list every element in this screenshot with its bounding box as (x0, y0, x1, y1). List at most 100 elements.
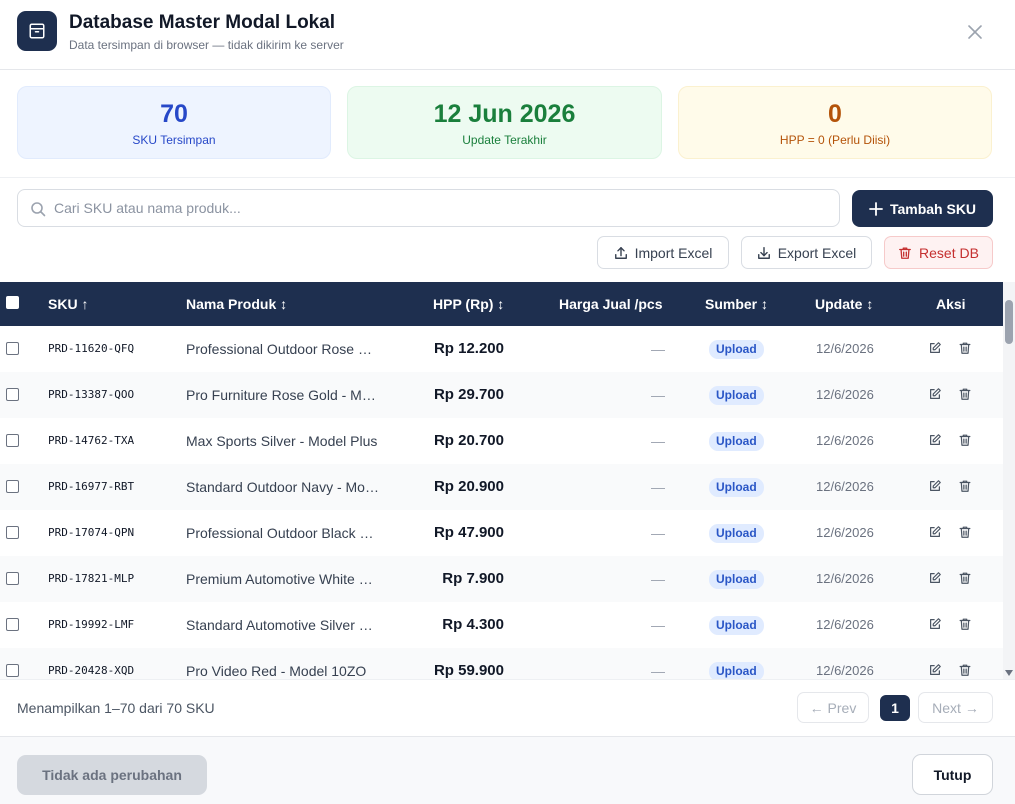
archive-icon (17, 11, 57, 51)
current-page-button[interactable]: 1 (880, 695, 910, 721)
table-row: PRD-19992-LMF Standard Automotive Silver … (0, 602, 1003, 648)
trash-icon[interactable] (958, 663, 974, 679)
upload-icon (614, 246, 627, 259)
reset-db-button[interactable]: Reset DB (884, 236, 993, 269)
trash-icon[interactable] (958, 387, 974, 403)
trash-icon[interactable] (958, 341, 974, 357)
row-checkbox[interactable] (6, 526, 19, 539)
stats-section: 70 SKU Tersimpan 12 Jun 2026 Update Tera… (0, 70, 1015, 178)
table-row: PRD-16977-RBT Standard Outdoor Navy - Mod… (0, 464, 1003, 510)
column-header-sku[interactable]: SKU ↑ (48, 296, 89, 312)
table-row: PRD-14762-TXA Max Sports Silver - Model P… (0, 418, 1003, 464)
row-checkbox[interactable] (6, 342, 19, 355)
update-date-cell: 12/6/2026 (816, 663, 874, 678)
close-button[interactable]: Tutup (912, 754, 993, 795)
table-header: SKU ↑ Nama Produk ↕ HPP (Rp) ↕ Harga Jua… (0, 282, 1003, 326)
modal-subtitle: Data tersimpan di browser — tidak dikiri… (69, 38, 344, 52)
source-badge: Upload (709, 524, 764, 543)
hpp-cell: Rp 47.900 (433, 524, 504, 541)
edit-icon[interactable] (928, 387, 944, 403)
sku-cell: PRD-17074-QPN (48, 526, 135, 539)
harga-jual-cell: — (651, 525, 665, 541)
harga-jual-cell: — (651, 433, 665, 449)
sku-cell: PRD-11620-QFQ (48, 342, 135, 355)
table-row: PRD-17821-MLP Premium Automotive White Ed… (0, 556, 1003, 602)
row-checkbox[interactable] (6, 572, 19, 585)
table-row: PRD-17074-QPN Professional Outdoor Black … (0, 510, 1003, 556)
stat-card-sku-count: 70 SKU Tersimpan (17, 86, 331, 159)
source-badge: Upload (709, 386, 764, 405)
trash-icon[interactable] (958, 571, 974, 587)
edit-icon[interactable] (928, 341, 944, 357)
stat-card-last-update: 12 Jun 2026 Update Terakhir (347, 86, 662, 159)
add-sku-button[interactable]: Tambah SKU (852, 190, 993, 227)
harga-jual-cell: — (651, 479, 665, 495)
row-checkbox[interactable] (6, 388, 19, 401)
next-page-button[interactable]: Next → (918, 692, 993, 723)
row-checkbox[interactable] (6, 434, 19, 447)
hpp-cell: Rp 59.900 (433, 662, 504, 679)
column-header-actions: Aksi (936, 296, 966, 312)
edit-icon[interactable] (928, 433, 944, 449)
edit-icon[interactable] (928, 479, 944, 495)
product-name-cell: Premium Automotive White Edition (186, 571, 380, 587)
column-header-source[interactable]: Sumber ↕ (705, 296, 769, 312)
export-excel-button[interactable]: Export Excel (741, 236, 872, 269)
sku-cell: PRD-17821-MLP (48, 572, 135, 585)
column-header-name[interactable]: Nama Produk ↕ (186, 296, 288, 312)
reset-db-label: Reset DB (919, 244, 979, 261)
row-checkbox[interactable] (6, 480, 19, 493)
scrollbar-thumb[interactable] (1005, 300, 1013, 344)
product-name-cell: Professional Outdoor Black Edition (186, 525, 380, 541)
save-changes-button[interactable]: Tidak ada perubahan (17, 755, 207, 795)
edit-icon[interactable] (928, 617, 944, 633)
modal-header: Database Master Modal Lokal Data tersimp… (0, 0, 1015, 70)
plus-icon (869, 201, 883, 216)
hpp-cell: Rp 7.900 (442, 570, 504, 587)
scroll-down-arrow[interactable] (1005, 670, 1013, 676)
update-date-cell: 12/6/2026 (816, 617, 874, 632)
sku-table: SKU ↑ Nama Produk ↕ HPP (Rp) ↕ Harga Jua… (0, 282, 1015, 679)
search-input[interactable] (54, 190, 834, 226)
search-icon (31, 202, 46, 217)
update-date-cell: 12/6/2026 (816, 571, 874, 586)
column-header-hpp[interactable]: HPP (Rp) ↕ (433, 296, 505, 312)
product-name-cell: Standard Outdoor Navy - Model (186, 479, 380, 495)
hpp-cell: Rp 4.300 (442, 616, 504, 633)
column-header-update[interactable]: Update ↕ (815, 296, 874, 312)
stat-label: Update Terakhir (462, 133, 547, 147)
pagination-info: Menampilkan 1–70 dari 70 SKU (17, 700, 215, 716)
import-excel-button[interactable]: Import Excel (597, 236, 729, 269)
row-checkbox[interactable] (6, 664, 19, 677)
column-header-harga: Harga Jual /pcs (559, 296, 663, 312)
table-row: PRD-13387-QOO Pro Furniture Rose Gold - M… (0, 372, 1003, 418)
update-date-cell: 12/6/2026 (816, 525, 874, 540)
harga-jual-cell: — (651, 663, 665, 679)
source-badge: Upload (709, 570, 764, 589)
trash-icon[interactable] (958, 433, 974, 449)
harga-jual-cell: — (651, 387, 665, 403)
product-name-cell: Max Sports Silver - Model Plus (186, 433, 378, 449)
source-badge: Upload (709, 662, 764, 679)
product-name-cell: Standard Automotive Silver Edition (186, 617, 380, 633)
trash-icon[interactable] (958, 617, 974, 633)
edit-icon[interactable] (928, 663, 944, 679)
update-date-cell: 12/6/2026 (816, 479, 874, 494)
harga-jual-cell: — (651, 571, 665, 587)
close-icon[interactable] (963, 20, 987, 44)
trash-icon[interactable] (958, 479, 974, 495)
stat-value: 70 (160, 100, 188, 128)
sku-cell: PRD-14762-TXA (48, 434, 135, 447)
product-name-cell: Professional Outdoor Rose Gold (186, 341, 380, 357)
download-icon (757, 246, 770, 259)
row-checkbox[interactable] (6, 618, 19, 631)
table-scrollbar[interactable] (1003, 282, 1015, 679)
trash-icon[interactable] (958, 525, 974, 541)
update-date-cell: 12/6/2026 (816, 341, 874, 356)
harga-jual-cell: — (651, 341, 665, 357)
select-all-checkbox[interactable] (6, 296, 19, 309)
prev-page-button[interactable]: ← Prev (797, 692, 869, 723)
sku-cell: PRD-13387-QOO (48, 388, 135, 401)
edit-icon[interactable] (928, 525, 944, 541)
edit-icon[interactable] (928, 571, 944, 587)
